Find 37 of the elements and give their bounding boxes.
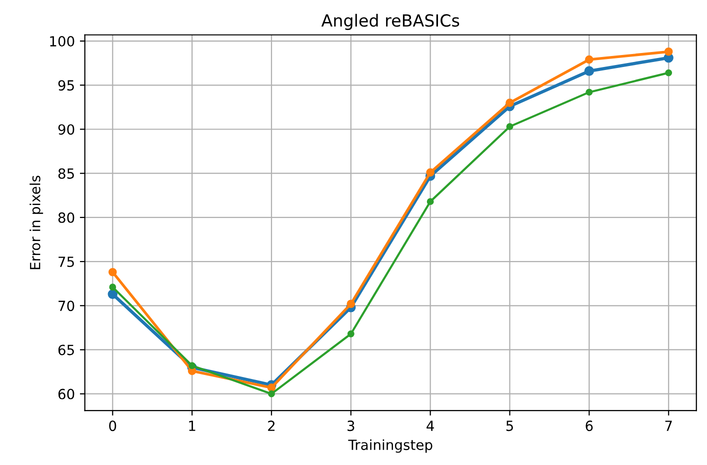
- point: [664, 47, 673, 56]
- point: [346, 300, 356, 308]
- y-tick-label: 95: [58, 80, 74, 91]
- point: [585, 55, 594, 64]
- chart-title: Angled reBASICs: [321, 14, 460, 30]
- point: [426, 168, 434, 177]
- y-tick-label: 60: [58, 388, 74, 400]
- x-axis-title: Trainingstep: [348, 439, 432, 453]
- point: [108, 268, 117, 276]
- y-tick-label: 85: [58, 168, 74, 179]
- point: [108, 289, 118, 300]
- x-tick-label: 6: [586, 420, 593, 432]
- x-tick-label: 5: [506, 420, 513, 432]
- point: [506, 98, 514, 107]
- y-tick-label: 80: [58, 212, 74, 223]
- y-tick-label: 100: [50, 36, 74, 47]
- y-tick-label: 90: [58, 124, 74, 135]
- point: [268, 390, 275, 398]
- point: [188, 362, 196, 370]
- point: [267, 383, 276, 392]
- x-tick-label: 2: [268, 420, 275, 431]
- point: [109, 284, 116, 291]
- point: [347, 330, 354, 338]
- y-tick-label: 75: [58, 256, 74, 268]
- y-axis-title: Error in pixels: [30, 176, 44, 270]
- point: [506, 123, 514, 130]
- x-tick-label: 0: [109, 420, 116, 432]
- point: [665, 69, 672, 76]
- point: [586, 88, 593, 96]
- y-tick-label: 70: [58, 300, 74, 312]
- y-tick-label: 65: [58, 344, 74, 356]
- x-tick-label: 1: [189, 420, 196, 431]
- x-tick-label: 3: [348, 420, 354, 432]
- point: [426, 198, 434, 206]
- point: [584, 66, 594, 76]
- x-tick-label: 7: [665, 420, 672, 431]
- x-tick-label: 4: [426, 420, 434, 431]
